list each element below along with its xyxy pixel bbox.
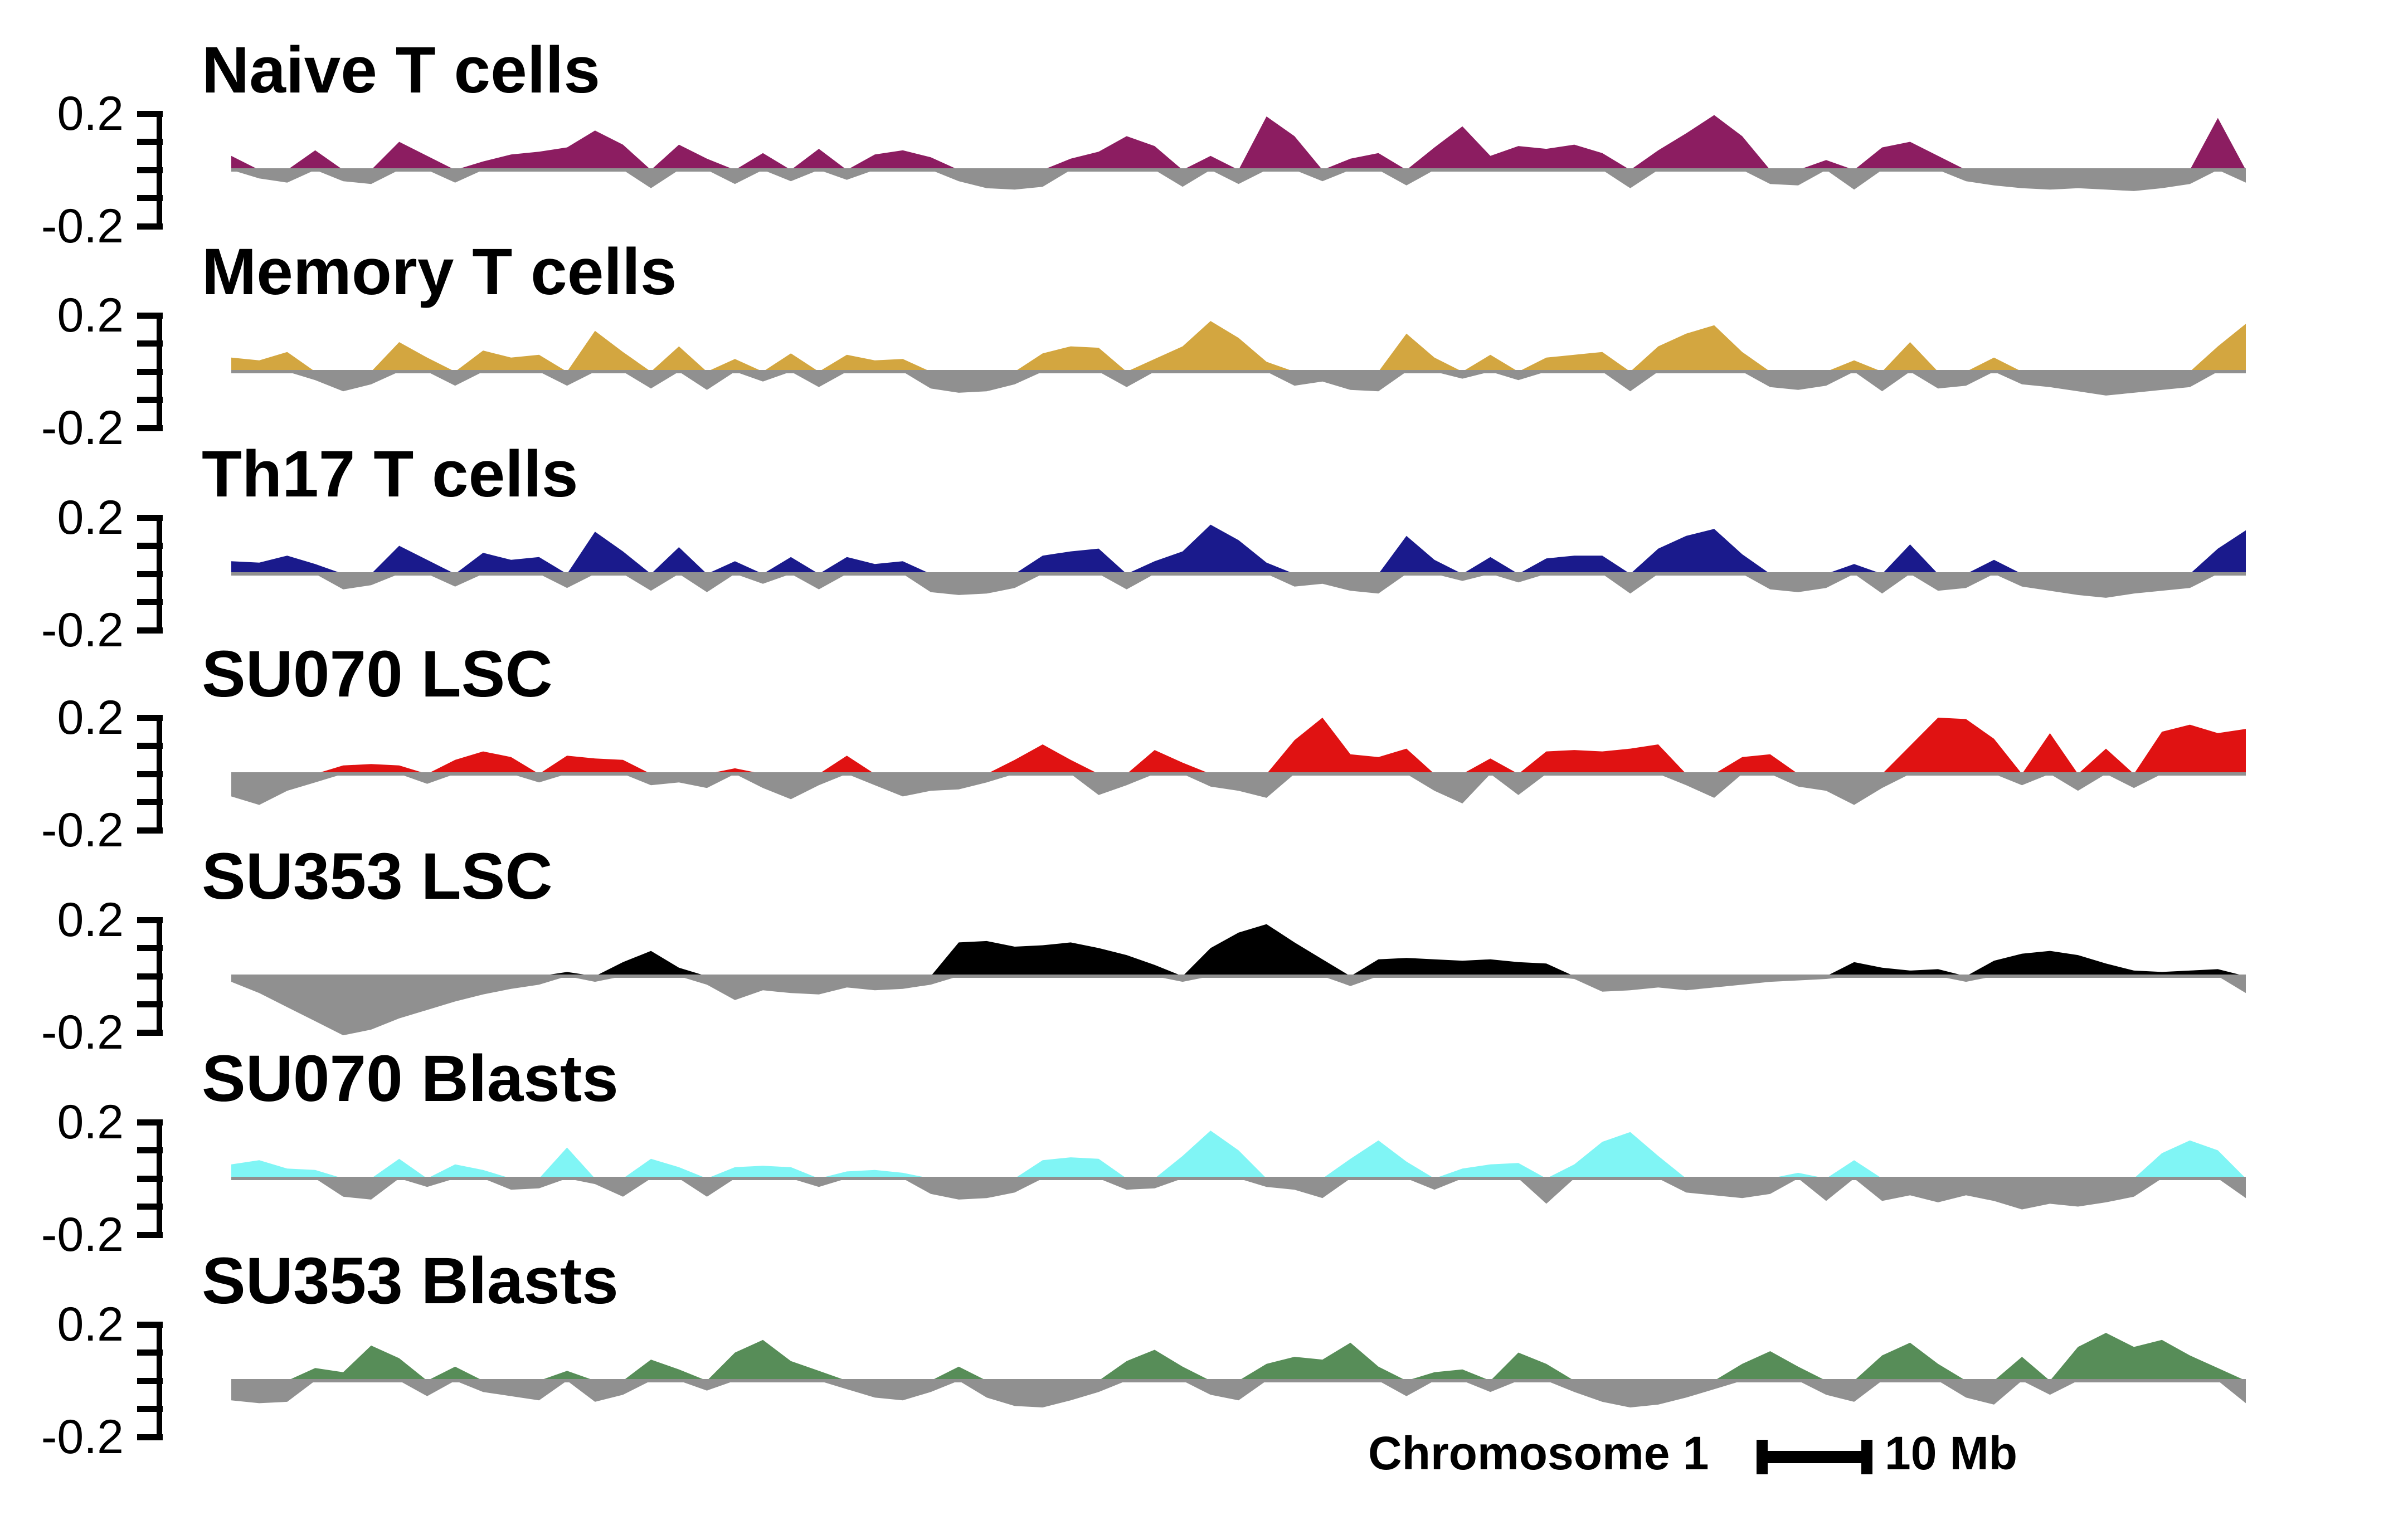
y-axis-tick <box>137 1350 163 1356</box>
y-tick-label-top: 0.2 <box>57 691 124 744</box>
positive-signal-area <box>231 718 2246 774</box>
positive-signal-area <box>231 321 2246 372</box>
negative-signal-area <box>231 170 2246 191</box>
y-axis-tick <box>137 973 163 980</box>
y-axis-tick <box>137 1204 163 1210</box>
y-axis-tick <box>137 1001 163 1007</box>
y-axis-tick <box>137 1406 163 1412</box>
zero-baseline <box>231 975 2246 978</box>
y-axis-tick <box>137 799 163 805</box>
y-tick-label-bottom: -0.2 <box>41 401 124 455</box>
y-tick-label-top: 0.2 <box>57 1298 124 1351</box>
y-axis-tick <box>137 1231 163 1238</box>
y-axis-tick <box>137 827 163 834</box>
y-axis-tick <box>137 340 163 347</box>
signal-plot <box>231 115 2246 191</box>
y-axis-tick <box>137 223 163 230</box>
y-axis-tick <box>137 1434 163 1440</box>
signal-plot <box>231 924 2246 1036</box>
signal-plot <box>231 718 2246 805</box>
y-axis-tick <box>137 1147 163 1153</box>
zero-baseline <box>231 168 2246 172</box>
y-tick-label-bottom: -0.2 <box>41 1208 124 1261</box>
y-axis-tick <box>137 571 163 577</box>
y-tick-label-top: 0.2 <box>57 1095 124 1149</box>
scale-bar-label: 10 Mb <box>1885 1427 2018 1479</box>
track-title: Th17 T cells <box>202 437 578 511</box>
negative-signal-area <box>231 976 2246 1036</box>
y-tick-label-top: 0.2 <box>57 893 124 947</box>
positive-signal-area <box>231 524 2246 574</box>
positive-signal-area <box>231 1333 2246 1381</box>
scale-bar <box>1757 1440 1884 1474</box>
y-axis-tick <box>137 771 163 777</box>
y-axis-tick <box>137 1321 163 1328</box>
y-tick-label-bottom: -0.2 <box>41 803 124 857</box>
y-axis-tick <box>137 945 163 951</box>
y-axis-tick <box>137 195 163 201</box>
positive-signal-area <box>231 1131 2246 1178</box>
track-title: SU353 LSC <box>202 840 553 913</box>
signal-plot <box>231 524 2246 598</box>
y-axis-tick <box>137 917 163 923</box>
y-axis-tick <box>137 543 163 549</box>
positive-signal-area <box>231 115 2246 170</box>
y-axis-tick <box>137 167 163 173</box>
y-axis-tick <box>137 1175 163 1182</box>
negative-signal-area <box>231 372 2246 396</box>
y-axis-tick <box>137 1029 163 1036</box>
y-tick-label-top: 0.2 <box>57 491 124 544</box>
zero-baseline <box>231 572 2246 576</box>
zero-baseline <box>231 1177 2246 1180</box>
track-title: SU070 Blasts <box>202 1042 619 1115</box>
negative-signal-area <box>231 574 2246 598</box>
track-title: Naive T cells <box>202 33 600 107</box>
y-tick-label-top: 0.2 <box>57 289 124 342</box>
track-title: SU070 LSC <box>202 637 553 711</box>
y-axis-tick <box>137 627 163 634</box>
y-axis-tick <box>137 368 163 375</box>
zero-baseline <box>231 370 2246 373</box>
y-axis-tick <box>137 714 163 721</box>
y-axis-tick <box>137 743 163 749</box>
y-tick-label-bottom: -0.2 <box>41 1410 124 1464</box>
negative-signal-area <box>231 1381 2246 1407</box>
y-axis-tick <box>137 425 163 431</box>
scale-bar-line <box>1757 1451 1872 1463</box>
chromosome-label: Chromosome 1 <box>1368 1427 1709 1479</box>
zero-baseline <box>231 1379 2246 1382</box>
positive-signal-area <box>231 924 2246 976</box>
signal-plot <box>231 321 2246 396</box>
scale-bar-right-cap <box>1861 1440 1872 1474</box>
y-tick-label-bottom: -0.2 <box>41 1006 124 1059</box>
y-axis-tick <box>137 1119 163 1126</box>
y-tick-label-bottom: -0.2 <box>41 199 124 253</box>
track-title: SU353 Blasts <box>202 1244 619 1318</box>
y-axis-tick <box>137 514 163 521</box>
y-axis-tick <box>137 139 163 145</box>
y-axis-tick <box>137 110 163 117</box>
y-axis-tick <box>137 1377 163 1384</box>
track-title: Memory T cells <box>202 235 677 309</box>
negative-signal-area <box>231 774 2246 805</box>
y-axis-tick <box>137 599 163 605</box>
zero-baseline <box>231 772 2246 776</box>
y-tick-label-top: 0.2 <box>57 87 124 140</box>
y-axis-tick <box>137 312 163 319</box>
signal-plot <box>231 1131 2246 1210</box>
y-tick-label-bottom: -0.2 <box>41 603 124 657</box>
signal-plot <box>231 1333 2246 1407</box>
negative-signal-area <box>231 1178 2246 1210</box>
y-axis-tick <box>137 397 163 403</box>
